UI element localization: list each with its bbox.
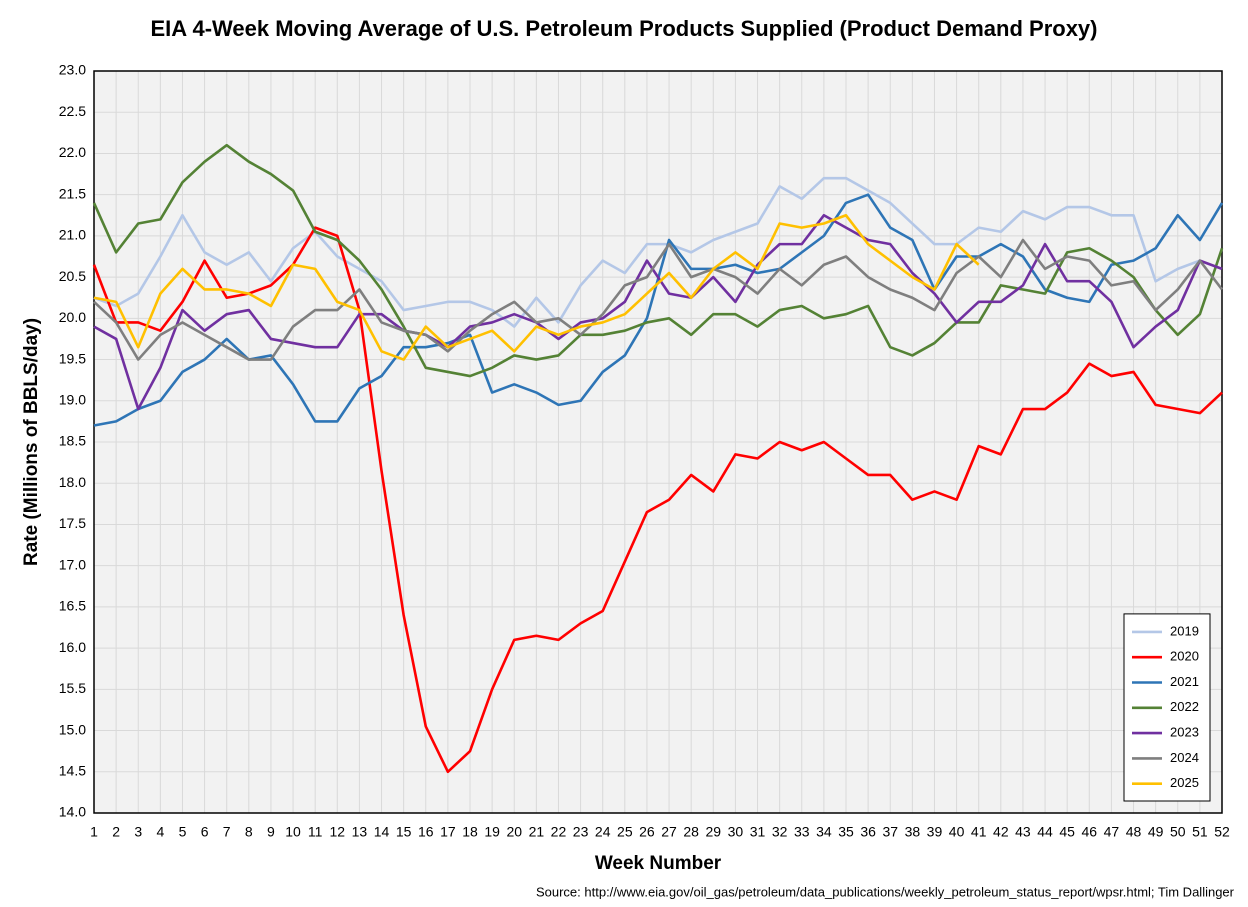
x-tick-label: 45 xyxy=(1059,824,1075,840)
x-tick-label: 34 xyxy=(816,824,832,840)
x-tick-label: 14 xyxy=(374,824,390,840)
x-tick-label: 44 xyxy=(1037,824,1053,840)
y-tick-label: 16.0 xyxy=(59,639,86,655)
y-tick-label: 15.0 xyxy=(59,721,86,737)
y-tick-label: 23.0 xyxy=(59,62,86,78)
x-tick-label: 37 xyxy=(882,824,898,840)
x-tick-label: 27 xyxy=(661,824,677,840)
y-tick-label: 14.0 xyxy=(59,804,86,820)
y-tick-label: 14.5 xyxy=(59,762,86,778)
x-tick-label: 52 xyxy=(1214,824,1230,840)
x-tick-label: 28 xyxy=(683,824,699,840)
x-tick-label: 46 xyxy=(1082,824,1098,840)
x-tick-label: 8 xyxy=(245,824,253,840)
x-tick-label: 41 xyxy=(971,824,987,840)
x-tick-label: 51 xyxy=(1192,824,1208,840)
y-tick-label: 19.0 xyxy=(59,391,86,407)
x-tick-label: 25 xyxy=(617,824,633,840)
series-line xyxy=(93,238,1224,361)
x-tick-label: 11 xyxy=(308,824,323,840)
x-tick-label: 6 xyxy=(201,824,209,840)
x-tick-label: 31 xyxy=(750,824,766,840)
legend-label: 2022 xyxy=(1170,699,1199,714)
series-line xyxy=(93,176,1201,328)
x-tick-label: 50 xyxy=(1170,824,1186,840)
x-tick-label: 12 xyxy=(330,824,346,840)
x-tick-label: 7 xyxy=(223,824,231,840)
x-tick-label: 22 xyxy=(551,824,567,840)
x-tick-label: 42 xyxy=(993,824,1009,840)
y-tick-label: 20.0 xyxy=(59,309,86,325)
x-tick-label: 32 xyxy=(772,824,788,840)
legend-label: 2021 xyxy=(1170,674,1199,689)
series-line xyxy=(93,213,980,361)
legend-label: 2024 xyxy=(1170,750,1199,765)
legend-label: 2019 xyxy=(1170,623,1199,638)
x-tick-label: 39 xyxy=(927,824,943,840)
y-tick-label: 22.0 xyxy=(59,144,86,160)
source-note: Source: http://www.eia.gov/oil_gas/petro… xyxy=(536,884,1235,899)
x-tick-label: 43 xyxy=(1015,824,1031,840)
x-tick-label: 26 xyxy=(639,824,655,840)
x-tick-label: 33 xyxy=(794,824,810,840)
x-axis-label: Week Number xyxy=(595,853,722,874)
x-tick-label: 10 xyxy=(285,824,301,840)
x-tick-label: 4 xyxy=(156,824,164,840)
x-tick-label: 9 xyxy=(267,824,275,840)
y-tick-label: 17.0 xyxy=(59,556,86,572)
x-tick-label: 40 xyxy=(949,824,965,840)
x-tick-label: 5 xyxy=(179,824,187,840)
series-line xyxy=(92,226,1223,774)
x-tick-label: 1 xyxy=(90,824,98,840)
x-tick-label: 48 xyxy=(1126,824,1142,840)
x-tick-label: 17 xyxy=(440,824,456,840)
x-tick-label: 19 xyxy=(484,824,500,840)
x-tick-label: 24 xyxy=(595,824,611,840)
series-line xyxy=(92,143,1224,378)
x-tick-label: 3 xyxy=(134,824,142,840)
y-tick-label: 20.5 xyxy=(59,268,86,284)
x-tick-label: 13 xyxy=(352,824,368,840)
x-tick-label: 15 xyxy=(396,824,412,840)
legend-label: 2023 xyxy=(1170,725,1199,740)
y-axis-label: Rate (Millions of BBLS/day) xyxy=(21,318,42,566)
x-tick-label: 30 xyxy=(728,824,744,840)
y-tick-label: 19.5 xyxy=(59,350,86,366)
y-tick-label: 18.0 xyxy=(59,474,86,490)
x-tick-label: 49 xyxy=(1148,824,1164,840)
y-tick-label: 21.5 xyxy=(59,185,86,201)
legend-label: 2025 xyxy=(1170,775,1199,790)
chart-title: EIA 4-Week Moving Average of U.S. Petrol… xyxy=(151,16,1098,41)
x-tick-label: 38 xyxy=(905,824,921,840)
legend-label: 2020 xyxy=(1170,649,1199,664)
x-tick-label: 18 xyxy=(462,824,478,840)
x-tick-label: 47 xyxy=(1104,824,1120,840)
y-tick-label: 17.5 xyxy=(59,515,86,531)
legend: 2019 2020 2021 2022 2023 2024 2025 xyxy=(1123,613,1211,802)
x-tick-label: 23 xyxy=(573,824,589,840)
x-tick-label: 16 xyxy=(418,824,434,840)
x-tick-label: 2 xyxy=(112,824,120,840)
x-tick-label: 36 xyxy=(860,824,876,840)
x-tick-label: 20 xyxy=(506,824,522,840)
x-tick-label: 21 xyxy=(529,824,545,840)
x-tick-label: 29 xyxy=(706,824,722,840)
y-tick-label: 22.5 xyxy=(59,103,86,119)
y-tick-label: 21.0 xyxy=(59,227,86,243)
y-tick-label: 18.5 xyxy=(59,433,86,449)
y-tick-label: 15.5 xyxy=(59,680,86,696)
x-tick-label: 35 xyxy=(838,824,854,840)
y-tick-label: 16.5 xyxy=(59,598,86,614)
plot-border xyxy=(93,70,1223,814)
